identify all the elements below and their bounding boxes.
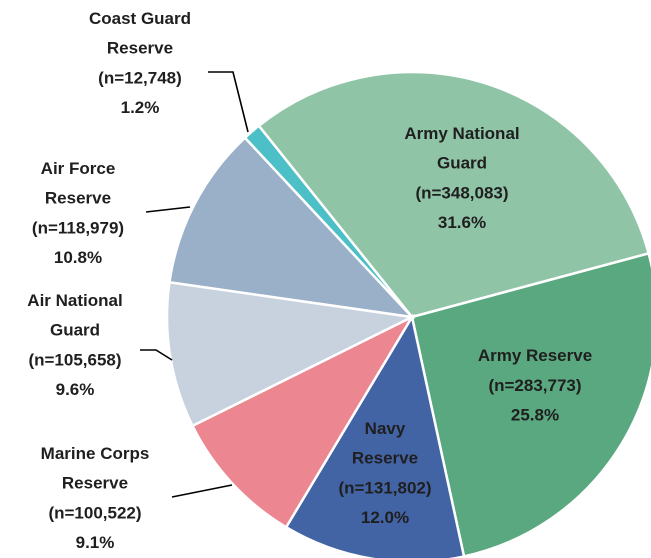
leader-line — [140, 349, 173, 361]
slice-name-line: Reserve — [62, 474, 128, 493]
pie-slice — [168, 136, 416, 319]
value-label: 9.6% — [56, 380, 95, 399]
pie-slice — [284, 313, 466, 558]
pie-slice — [190, 313, 416, 529]
value-label: 10.8% — [54, 248, 102, 267]
slice-name-line: Reserve — [107, 39, 173, 58]
slice-name: Air National Guard — [27, 291, 122, 340]
slice-name: Coast Guard Reserve — [89, 9, 191, 58]
value-label: 1.2% — [121, 98, 160, 117]
leader-line — [171, 484, 233, 498]
slice-name: Army Reserve — [478, 346, 592, 365]
count-label: (n=12,748) — [98, 68, 182, 87]
slice-name-line: Reserve — [352, 449, 418, 468]
slice-name-line: Army National — [404, 124, 519, 143]
value-label: 9.1% — [76, 533, 115, 552]
count-label: (n=131,802) — [338, 478, 431, 497]
value-label: 12.0% — [361, 508, 409, 527]
slice-name: Air Force Reserve — [41, 159, 116, 208]
slice-name: Army National Guard — [404, 124, 519, 173]
count-label: (n=283,773) — [488, 376, 581, 395]
slice-name: Navy Reserve — [352, 419, 418, 468]
slice-name-line: Air Force — [41, 159, 116, 178]
leader-line — [145, 206, 191, 213]
slice-name-line: Reserve — [45, 189, 111, 208]
slice-name-line: Marine Corps — [41, 444, 150, 463]
value-label: 25.8% — [511, 405, 559, 424]
slice-name-line: Navy — [365, 419, 406, 438]
slice-name-line: Army Reserve — [478, 346, 592, 365]
count-label: (n=118,979) — [32, 218, 124, 237]
slice-name-line: Guard — [50, 321, 100, 340]
value-label: 31.6% — [438, 213, 486, 232]
slice-name-line: Air National — [27, 291, 122, 310]
labels: Coast Guard Reserve (n=12,748) 1.2% Army Nat… — [27, 9, 592, 552]
slice-name-line: Coast Guard — [89, 9, 191, 28]
pie-slice — [165, 280, 417, 428]
pie — [165, 70, 651, 558]
count-label: (n=105,658) — [28, 350, 121, 369]
count-label: (n=100,522) — [48, 503, 141, 522]
pie-slice — [410, 251, 651, 558]
slice-name-line: Guard — [437, 154, 487, 173]
count-label: (n=348,083) — [415, 183, 508, 202]
slice-name: Marine Corps Reserve — [41, 444, 150, 493]
leader-line — [208, 71, 249, 133]
pie-slice — [257, 70, 651, 319]
